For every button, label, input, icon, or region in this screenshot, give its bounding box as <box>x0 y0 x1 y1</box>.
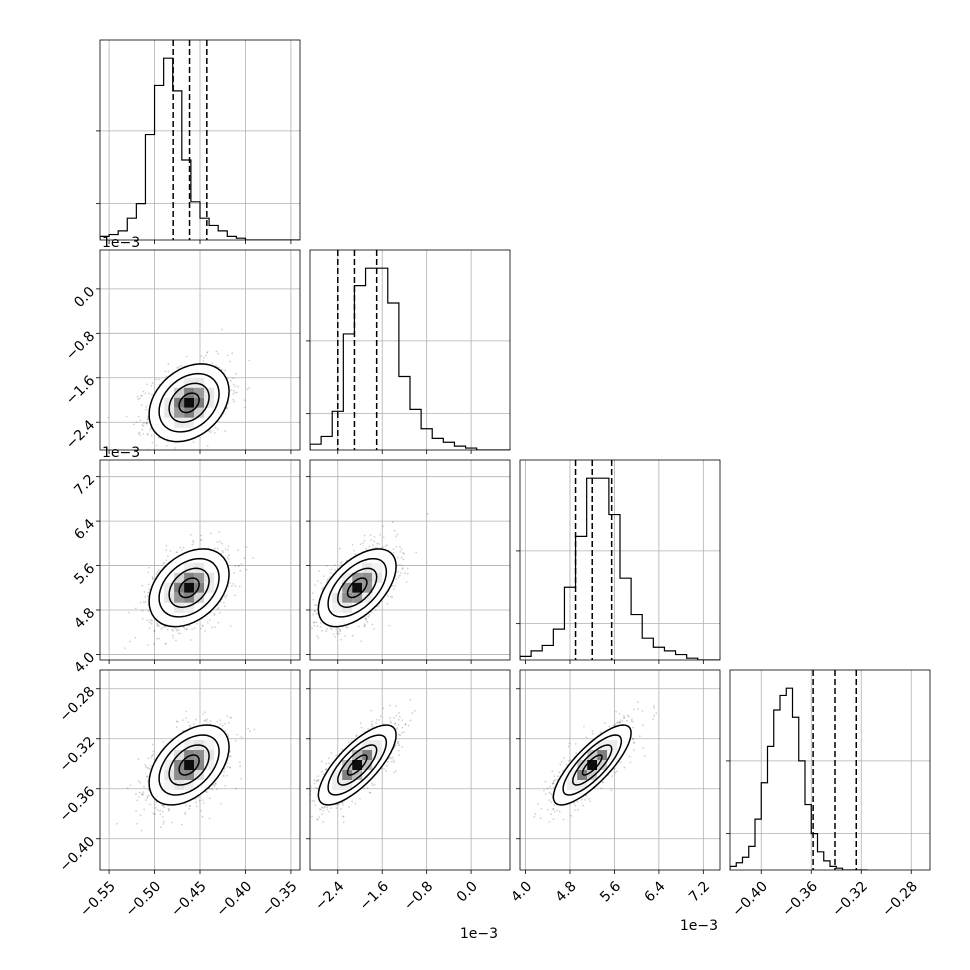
panel-frame <box>519 459 721 661</box>
y-tick-label: −0.36 <box>57 784 99 826</box>
contour-3 <box>552 724 632 806</box>
panel-frame <box>729 669 931 871</box>
x-tick-label: 7.2 <box>686 878 713 905</box>
x-tick-label: −0.32 <box>829 878 871 920</box>
x-tick-label: −0.40 <box>214 878 256 920</box>
y-tick-label: 5.6 <box>71 560 98 587</box>
y-tick-label: −1.6 <box>63 373 98 408</box>
contour-0 <box>346 754 368 776</box>
histogram-3 <box>730 687 868 870</box>
y-tick-label: 4.0 <box>71 649 98 676</box>
y-tick-label: 7.2 <box>71 472 98 499</box>
contour-1 <box>168 382 210 423</box>
x-tick-label: 6.4 <box>642 878 669 905</box>
contour-1 <box>168 744 210 786</box>
x-tick-label: −0.8 <box>401 878 436 913</box>
contour-0 <box>178 577 200 599</box>
y-tick-label: −0.40 <box>57 834 99 876</box>
contour-1 <box>168 567 210 608</box>
x-tick-label: −0.28 <box>879 878 921 920</box>
contour-2 <box>158 557 220 618</box>
contour-0 <box>178 754 200 776</box>
y-tick-label: 0.0 <box>71 284 98 311</box>
y-tick-label: −0.8 <box>63 328 98 363</box>
x-tick-label: −0.35 <box>259 878 301 920</box>
y-tick-label: −0.28 <box>57 684 99 726</box>
contour-2 <box>158 372 220 433</box>
x-tick-label: −0.36 <box>779 878 821 920</box>
contour-3 <box>148 548 230 628</box>
contour-0 <box>581 754 603 776</box>
y-tick-label: −0.32 <box>57 734 99 776</box>
density-cells <box>332 740 383 790</box>
contour-2 <box>158 734 220 796</box>
x-tick-label: −0.40 <box>729 878 771 920</box>
density-cells <box>164 562 215 613</box>
scatter-panel-3-0 <box>96 669 301 874</box>
y-offset-label: 1e−3 <box>102 235 140 251</box>
panel-frame <box>309 249 511 451</box>
x-tick-label: 4.8 <box>553 878 580 905</box>
x-tick-label: 0.0 <box>454 878 481 905</box>
scatter-panel-2-1 <box>306 459 511 664</box>
hist-panel-1 <box>306 249 511 454</box>
hist-panel-0 <box>96 39 301 244</box>
x-tick-label: −1.6 <box>357 878 392 913</box>
x-tick-label: −2.4 <box>312 878 347 913</box>
x-offset-label: 1e−3 <box>680 918 718 934</box>
x-tick-label: 5.6 <box>597 878 624 905</box>
contour-2 <box>562 734 623 796</box>
contour-1 <box>337 567 378 608</box>
y-tick-label: 6.4 <box>71 516 98 543</box>
panel-frame <box>519 669 721 871</box>
panel-frame <box>309 669 511 871</box>
scatter-panel-3-2 <box>516 669 721 874</box>
x-tick-label: −0.45 <box>168 878 210 920</box>
contour-3 <box>148 363 230 443</box>
contour-1 <box>572 744 613 786</box>
panel-frame <box>309 459 511 661</box>
contour-2 <box>327 734 388 796</box>
contour-3 <box>317 724 397 806</box>
scatter-panel-2-0 <box>96 459 301 664</box>
y-tick-label: −2.4 <box>63 417 98 452</box>
contour-3 <box>148 724 230 806</box>
histogram-2 <box>520 477 720 660</box>
histogram-0 <box>100 57 300 240</box>
contour-2 <box>327 557 388 618</box>
contour-3 <box>317 548 397 628</box>
contour-1 <box>337 744 378 786</box>
scatter-panel-3-1 <box>306 669 511 874</box>
y-tick-label: 4.8 <box>71 605 98 632</box>
contour-0 <box>346 577 368 599</box>
x-offset-label: 1e−3 <box>460 926 498 942</box>
hist-panel-2 <box>516 459 721 664</box>
contour-0 <box>178 392 200 414</box>
x-tick-label: 4.0 <box>508 878 535 905</box>
hist-panel-3 <box>726 669 931 874</box>
histogram-1 <box>310 267 510 450</box>
density-cells <box>567 740 618 790</box>
y-offset-label: 1e−3 <box>102 445 140 461</box>
x-tick-label: −0.55 <box>77 878 119 920</box>
x-tick-label: −0.50 <box>123 878 165 920</box>
scatter-panel-1-0 <box>96 249 301 454</box>
